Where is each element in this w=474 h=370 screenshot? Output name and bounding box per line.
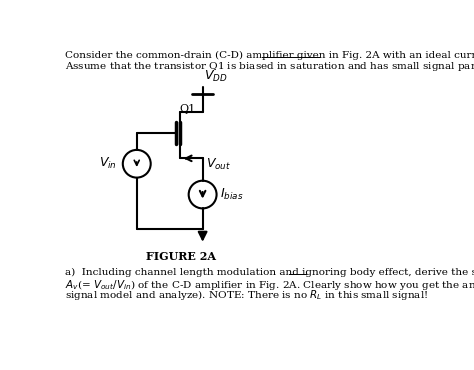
Text: Consider the common-drain (C-D) amplifier given in Fig. 2A with an ideal current: Consider the common-drain (C-D) amplifie… — [65, 51, 474, 60]
Text: $V_{out}$: $V_{out}$ — [207, 157, 232, 172]
Text: a)  Including channel length modulation and ignoring body effect, derive the sma: a) Including channel length modulation a… — [65, 268, 474, 277]
Text: $I_{bias}$: $I_{bias}$ — [219, 187, 243, 202]
Text: Q1: Q1 — [179, 104, 196, 114]
Text: $V_{in}$: $V_{in}$ — [100, 156, 118, 171]
Text: FIGURE 2A: FIGURE 2A — [146, 251, 216, 262]
Text: Assume that the transistor Q1 is biased in saturation and has small signal param: Assume that the transistor Q1 is biased … — [65, 60, 474, 73]
Text: $V_{DD}$: $V_{DD}$ — [204, 69, 228, 84]
Text: signal model and analyze). NOTE: There is no $R_L$ in this small signal!: signal model and analyze). NOTE: There i… — [65, 288, 428, 302]
Text: $A_v$(= $V_{out}/V_{in}$) of the C-D amplifier in Fig. 2A. Clearly show how you : $A_v$(= $V_{out}/V_{in}$) of the C-D amp… — [65, 278, 474, 292]
